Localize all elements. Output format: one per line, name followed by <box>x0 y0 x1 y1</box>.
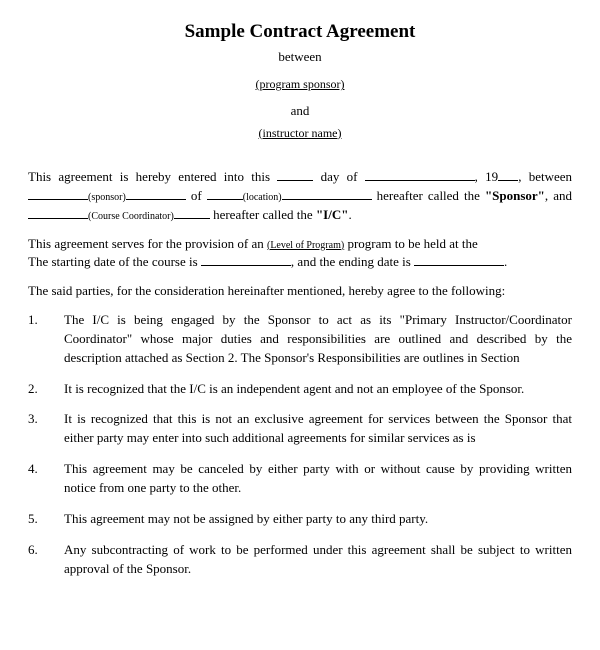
clause-list: The I/C is being engaged by the Sponsor … <box>28 311 572 578</box>
blank-day <box>277 180 313 181</box>
blank-loc-post <box>282 199 372 200</box>
text: hereafter called the <box>210 207 316 222</box>
clause-text: The I/C is being engaged by the Sponsor … <box>64 311 572 368</box>
text: of <box>186 188 207 203</box>
text: , 19 <box>475 169 499 184</box>
clause-text: This agreement may be canceled by either… <box>64 460 572 498</box>
text: day of <box>313 169 364 184</box>
clause-text: This agreement may not be assigned by ei… <box>64 510 572 529</box>
label-location: (location) <box>243 192 282 203</box>
blank-end-date <box>414 265 504 266</box>
agree-paragraph: The said parties, for the consideration … <box>28 282 572 301</box>
party-instructor: (instructor name) <box>28 125 572 142</box>
clause-item: Any subcontracting of work to be perform… <box>28 541 572 579</box>
blank-coord-post <box>174 218 210 219</box>
clause-item: The I/C is being engaged by the Sponsor … <box>28 311 572 368</box>
clause-item: This agreement may not be assigned by ei… <box>28 510 572 529</box>
clause-item: It is recognized that this is not an exc… <box>28 410 572 448</box>
blank-month <box>365 180 475 181</box>
blank-sponsor-post <box>126 199 186 200</box>
text: , and the ending date is <box>291 254 414 269</box>
blank-sponsor-pre <box>28 199 88 200</box>
text: The starting date of the course is <box>28 254 201 269</box>
text: hereafter called the <box>372 188 485 203</box>
text: . <box>348 207 351 222</box>
text: , between <box>518 169 572 184</box>
and-label: and <box>28 102 572 121</box>
label-sponsor: (sponsor) <box>88 192 126 203</box>
text: This agreement is hereby entered into th… <box>28 169 277 184</box>
clause-item: This agreement may be canceled by either… <box>28 460 572 498</box>
provision-paragraph: This agreement serves for the provision … <box>28 235 572 273</box>
text: This agreement serves for the provision … <box>28 236 267 251</box>
clause-text: It is recognized that the I/C is an inde… <box>64 380 572 399</box>
sponsor-term: "Sponsor" <box>485 188 545 203</box>
between-label: between <box>28 48 572 67</box>
blank-coord-pre <box>28 218 88 219</box>
ic-term: "I/C" <box>316 207 349 222</box>
document-title: Sample Contract Agreement <box>28 18 572 46</box>
blank-loc-pre <box>207 199 243 200</box>
clause-text: It is recognized that this is not an exc… <box>64 410 572 448</box>
blank-start-date <box>201 265 291 266</box>
label-level: (Level of Program) <box>267 240 344 251</box>
text: . <box>504 254 507 269</box>
blank-year <box>498 180 518 181</box>
label-coordinator: (Course Coordinator) <box>88 211 174 222</box>
party-sponsor: (program sponsor) <box>28 76 572 93</box>
intro-paragraph: This agreement is hereby entered into th… <box>28 168 572 225</box>
clause-text: Any subcontracting of work to be perform… <box>64 541 572 579</box>
text: program to be held at the <box>344 236 478 251</box>
clause-item: It is recognized that the I/C is an inde… <box>28 380 572 399</box>
text: , and <box>545 188 572 203</box>
